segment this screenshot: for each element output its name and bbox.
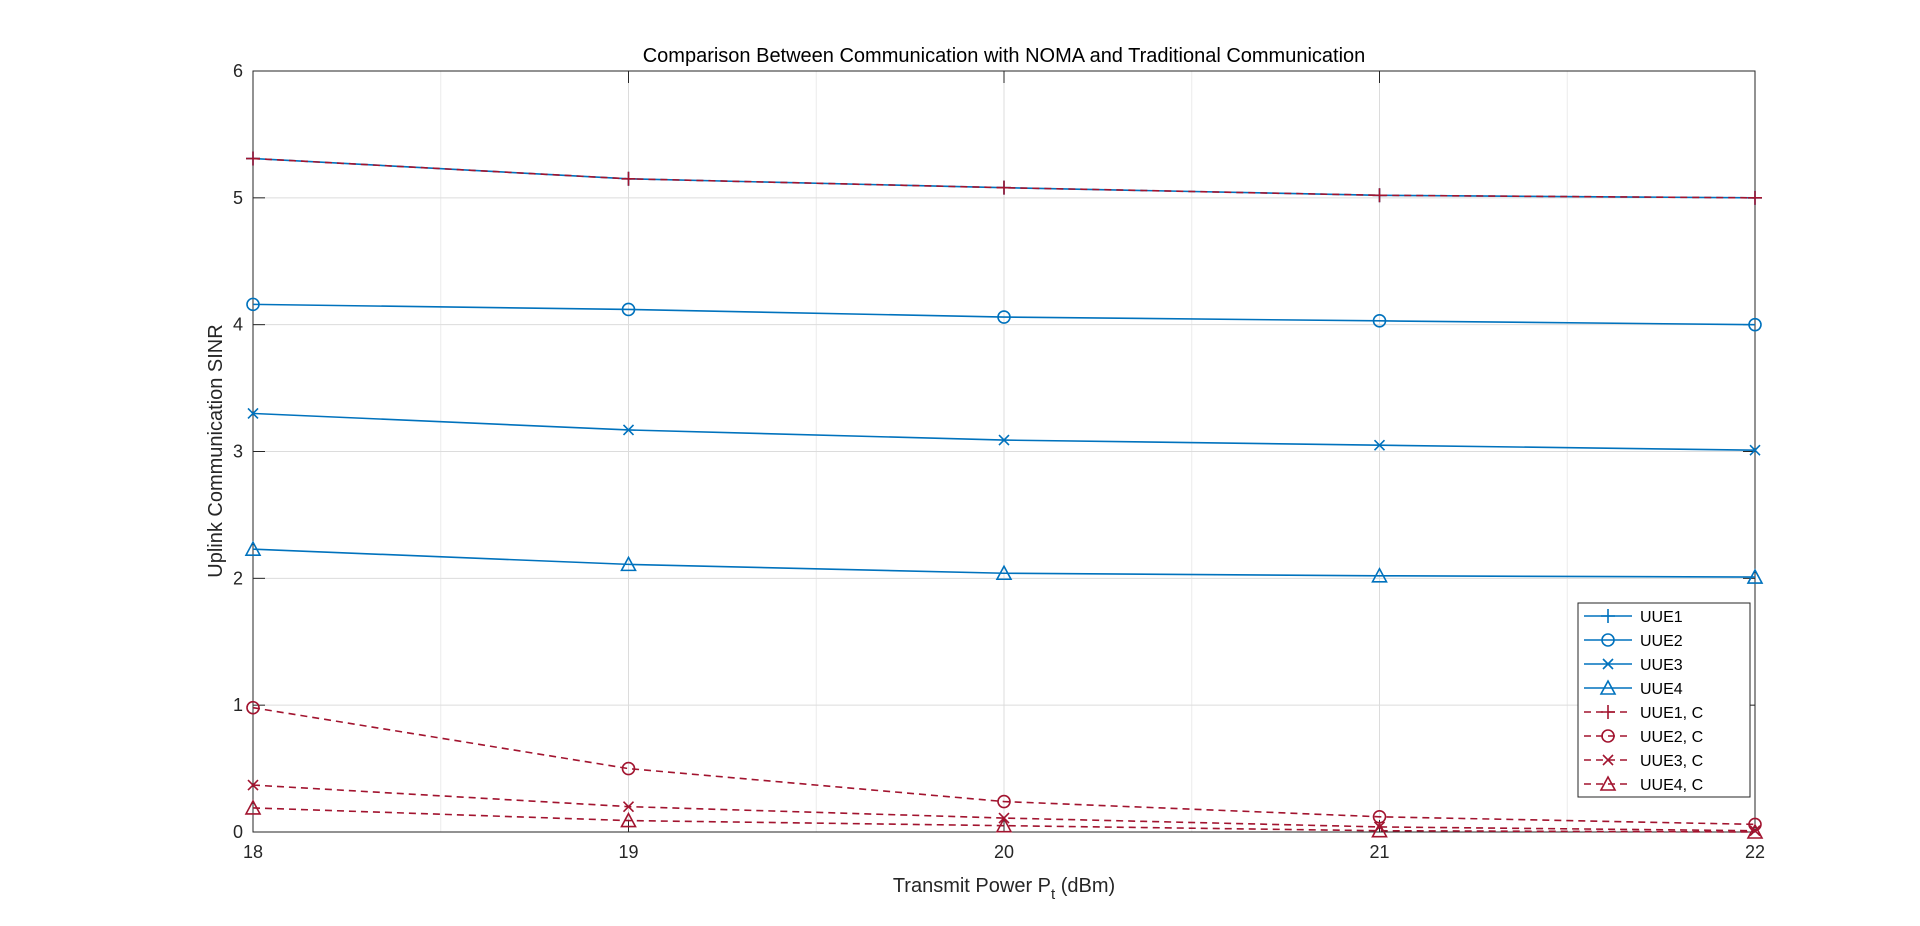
data-point-marker — [621, 761, 636, 776]
data-point-marker — [244, 799, 262, 815]
data-point-marker — [1748, 190, 1762, 205]
y-tick-label: 0 — [233, 822, 243, 842]
data-point-marker — [998, 434, 1010, 446]
y-tick-label: 4 — [233, 315, 243, 335]
data-point-marker — [1746, 823, 1764, 839]
y-axis-label: Uplink Communication SINR — [205, 324, 227, 577]
data-point-marker — [622, 801, 635, 813]
series-4 — [244, 540, 1764, 584]
legend-swatch-marker — [1601, 633, 1615, 647]
legend-swatch-marker — [1601, 705, 1615, 719]
legend-label: UUE4 — [1640, 681, 1683, 698]
legend-entry: UUE4 — [1584, 679, 1683, 698]
legend-swatch-marker — [1599, 679, 1617, 695]
legend-entry: UUE4, C — [1584, 775, 1703, 794]
data-point-marker — [1746, 568, 1764, 584]
series-line — [252, 706, 1756, 826]
data-point-marker — [1372, 188, 1387, 203]
data-point-marker — [247, 407, 259, 420]
legend-swatch-marker — [1601, 609, 1615, 623]
x-axis-label: Transmit Power Pt (dBm) — [893, 875, 1115, 903]
legend-swatch-marker — [1601, 729, 1615, 743]
data-point-marker — [246, 151, 260, 166]
data-point-marker — [621, 302, 636, 317]
legend-entry: UUE2 — [1584, 633, 1683, 650]
x-tick-label: 18 — [243, 842, 263, 862]
legend-label: UUE2, C — [1640, 729, 1703, 746]
x-tick-label: 19 — [618, 842, 638, 862]
y-tick-label: 6 — [233, 61, 243, 81]
series-5 — [246, 151, 1762, 205]
data-point-marker — [995, 564, 1013, 581]
series-3 — [247, 407, 1761, 456]
legend-entry: UUE1 — [1584, 609, 1683, 626]
data-point-marker — [1371, 822, 1388, 838]
data-point-marker — [620, 811, 637, 828]
legend-label: UUE2 — [1640, 633, 1683, 650]
legend-swatch-marker — [1599, 775, 1617, 791]
x-axis-label-unit: (dBm) — [1055, 875, 1115, 897]
data-point-marker — [621, 171, 636, 186]
series-line — [252, 157, 1756, 199]
data-point-marker — [1371, 567, 1388, 583]
legend-label: UUE1 — [1640, 609, 1683, 626]
data-point-marker — [244, 540, 262, 556]
series-line — [252, 807, 1756, 833]
y-tick-label: 2 — [233, 568, 243, 588]
data-point-marker — [1372, 314, 1387, 328]
data-point-marker — [620, 555, 637, 572]
legend-label: UUE3, C — [1640, 753, 1703, 770]
legend-entry: UUE3, C — [1584, 753, 1703, 770]
series-line — [252, 784, 1756, 832]
data-point-marker — [246, 700, 260, 715]
data-point-marker — [997, 180, 1011, 195]
legend-swatch-marker — [1602, 754, 1614, 766]
legend-entry: UUE2, C — [1584, 729, 1703, 746]
legend-entry: UUE1, C — [1584, 705, 1703, 722]
legend-label: UUE3 — [1640, 657, 1683, 674]
y-tick-label: 5 — [233, 188, 243, 208]
data-point-marker — [995, 816, 1013, 833]
data-point-marker — [1373, 439, 1386, 451]
x-axis-label-subscript: t — [1051, 886, 1056, 903]
legend-items: UUE1 UUE2 UUE3 UUE4 UUE1, C UUE2, C UUE3, C UUE… — [1584, 609, 1703, 794]
legend-swatch-marker — [1602, 658, 1614, 670]
x-tick-label: 22 — [1745, 842, 1765, 862]
series-lines — [244, 151, 1764, 839]
y-tick-label: 1 — [233, 695, 243, 715]
series-2 — [246, 297, 1762, 332]
x-tick-label: 20 — [994, 842, 1014, 862]
series-line — [252, 303, 1756, 326]
legend-label: UUE1, C — [1640, 705, 1703, 722]
y-tick-label: 3 — [233, 442, 243, 462]
data-point-marker — [1748, 317, 1762, 332]
data-point-marker — [246, 297, 260, 312]
data-point-marker — [1749, 444, 1761, 456]
data-point-marker — [997, 794, 1011, 809]
data-point-marker — [1749, 825, 1761, 837]
data-point-marker — [997, 310, 1011, 324]
series-line — [252, 548, 1756, 578]
grid — [253, 71, 1755, 832]
series-8 — [244, 799, 1764, 839]
legend: UUE1 UUE2 UUE3 UUE4 UUE1, C UUE2, C UUE3, C UUE… — [1577, 602, 1751, 798]
chart-title: Comparison Between Communication with NO… — [643, 45, 1366, 67]
legend-box — [1577, 602, 1751, 798]
x-tick-label: 21 — [1369, 842, 1389, 862]
legend-label: UUE4, C — [1640, 777, 1703, 794]
data-point-marker — [247, 779, 259, 791]
legend-entry: UUE3 — [1584, 657, 1683, 674]
x-axis-label-main: Transmit Power P — [893, 875, 1051, 897]
data-point-marker — [622, 424, 635, 436]
